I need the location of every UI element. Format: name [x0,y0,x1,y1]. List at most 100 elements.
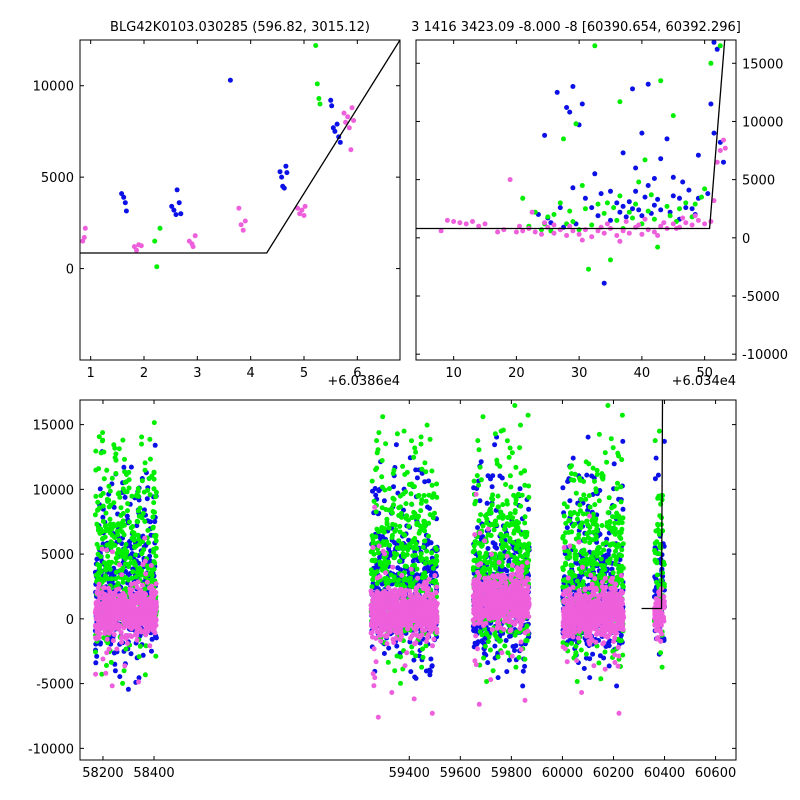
data-point [119,523,125,529]
data-point [601,210,607,216]
data-point [396,538,402,544]
data-point [645,81,651,87]
data-point [519,492,525,498]
data-point [351,118,357,123]
data-point [132,612,138,618]
data-point [373,509,379,515]
data-point [134,632,140,638]
data-point [626,230,632,236]
data-point [104,636,110,642]
data-point [146,607,152,613]
data-point [145,527,151,533]
data-point [120,616,126,622]
y-tick-label: -10000 [742,348,788,363]
data-point [152,630,158,636]
data-point [110,596,116,602]
data-point [384,520,390,526]
data-point [645,183,651,188]
data-point [399,514,404,520]
data-point [501,533,507,539]
data-point [92,512,98,518]
data-point [509,450,515,456]
data-point [372,504,378,510]
data-point [475,646,480,652]
x-tick-label: 40 [634,366,651,381]
data-point [642,216,648,222]
data-point [411,514,417,520]
data-point [584,472,590,478]
data-point [108,623,114,628]
data-point [645,208,651,214]
data-point [419,466,425,472]
data-point [414,599,420,605]
data-point [140,510,146,516]
data-point [476,518,482,524]
data-point [368,567,374,573]
data-point [152,606,157,612]
data-point [400,463,406,469]
data-point [94,653,100,659]
data-point [509,653,515,659]
data-point [620,438,626,444]
data-point [381,651,387,656]
data-point [473,539,479,545]
data-point [471,621,477,627]
data-point [606,663,612,669]
data-point [520,683,526,689]
data-point [174,187,180,193]
data-point [708,101,714,107]
data-point [373,492,379,498]
data-point [102,573,108,579]
data-point [114,616,120,622]
data-point [626,199,632,205]
data-point [511,530,517,536]
data-point [374,581,380,586]
data-point [623,214,629,220]
data-point [418,619,424,624]
data-point [592,43,598,49]
data-point [418,508,424,514]
data-point [116,446,122,452]
data-point [375,714,381,720]
data-point [477,464,483,470]
data-point [135,532,141,538]
data-point [98,450,104,456]
data-point [227,77,233,83]
plot-area [416,40,728,286]
data-point [695,152,701,158]
data-point [513,578,519,584]
data-point [135,519,141,525]
data-point [369,591,375,597]
data-point [122,200,128,206]
data-point [477,530,483,536]
data-point [633,165,639,171]
data-point [486,615,492,621]
data-point [520,617,526,623]
data-point [398,680,403,686]
data-point [283,163,289,169]
data-point [428,656,434,662]
data-point [510,562,515,568]
x-tick-label: 4 [247,366,255,381]
data-point [105,594,111,600]
data-point [504,553,510,559]
data-point [370,577,376,583]
data-point [383,507,389,512]
data-point [378,626,384,632]
data-point [476,447,482,453]
data-point [422,560,428,566]
data-point [670,113,676,119]
data-point [430,565,436,571]
data-point [397,605,403,611]
data-point [487,647,493,653]
data-point [473,633,479,639]
data-point [383,595,389,601]
data-point [240,227,246,233]
data-point [457,220,463,226]
data-point [587,675,593,681]
data-point [520,195,526,201]
data-point [124,489,130,495]
data-point [385,659,391,665]
data-point [503,595,509,600]
data-point [406,482,412,487]
